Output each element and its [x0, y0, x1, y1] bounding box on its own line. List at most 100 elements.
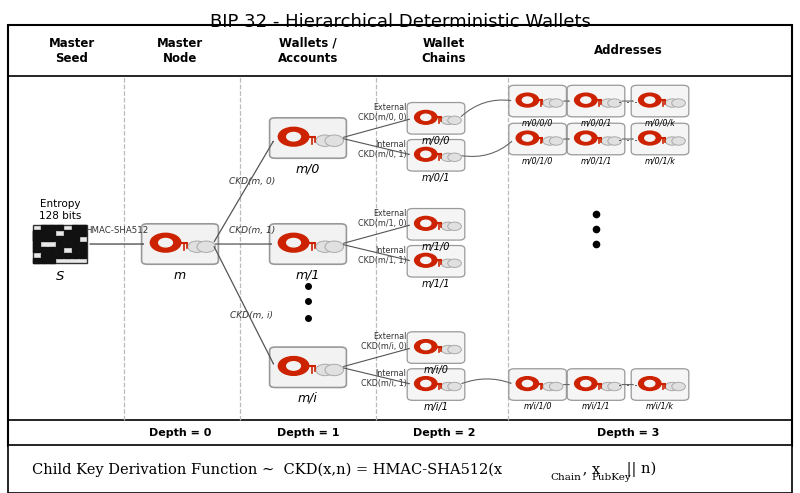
Text: m/0/1/1: m/0/1/1: [580, 156, 612, 165]
Text: Wallets /
Accounts: Wallets / Accounts: [278, 36, 338, 65]
Text: m/0: m/0: [296, 163, 320, 176]
Circle shape: [316, 364, 334, 376]
Text: m/0/1: m/0/1: [422, 173, 450, 182]
Text: || n): || n): [622, 461, 657, 477]
Text: m/i/1/1: m/i/1/1: [582, 402, 610, 411]
Bar: [48, 225, 55, 230]
Circle shape: [316, 135, 334, 146]
Circle shape: [550, 383, 563, 390]
Circle shape: [421, 220, 431, 226]
Circle shape: [421, 344, 431, 350]
Bar: [41, 231, 47, 236]
Circle shape: [581, 381, 591, 387]
Circle shape: [550, 137, 563, 145]
Circle shape: [448, 116, 462, 125]
Circle shape: [278, 233, 309, 252]
Text: m/i/1/k: m/i/1/k: [646, 402, 674, 411]
Text: . . .: . . .: [618, 131, 638, 143]
Circle shape: [581, 97, 591, 103]
Circle shape: [325, 364, 343, 376]
Text: Depth = 1: Depth = 1: [277, 428, 339, 438]
Text: m/0/0/1: m/0/0/1: [580, 118, 612, 127]
Circle shape: [278, 356, 309, 375]
Text: BIP 32 - Hierarchical Deterministic Wallets: BIP 32 - Hierarchical Deterministic Wall…: [210, 13, 590, 31]
Circle shape: [602, 99, 615, 107]
Circle shape: [414, 253, 437, 267]
Text: m: m: [174, 269, 186, 282]
FancyBboxPatch shape: [407, 209, 465, 240]
Circle shape: [638, 93, 661, 107]
FancyBboxPatch shape: [567, 369, 625, 400]
Circle shape: [608, 383, 622, 390]
Circle shape: [638, 131, 661, 145]
Bar: [33, 230, 48, 241]
FancyBboxPatch shape: [270, 347, 346, 387]
Text: , x: , x: [578, 462, 600, 476]
Text: Internal
CKD(m/i, 1): Internal CKD(m/i, 1): [361, 369, 406, 388]
Circle shape: [522, 97, 533, 103]
Circle shape: [442, 153, 455, 162]
Text: S: S: [56, 270, 64, 283]
FancyBboxPatch shape: [407, 246, 465, 277]
Circle shape: [414, 340, 437, 353]
Bar: [33, 247, 40, 252]
Circle shape: [316, 241, 334, 252]
Text: External
CKD(m/i, 0): External CKD(m/i, 0): [361, 332, 406, 352]
Circle shape: [516, 131, 538, 145]
Bar: [33, 258, 40, 263]
Circle shape: [278, 127, 309, 146]
Text: m/0/0/0: m/0/0/0: [522, 118, 554, 127]
Bar: [72, 225, 78, 230]
Text: m/i/0: m/i/0: [423, 365, 449, 375]
Bar: [56, 225, 63, 230]
Circle shape: [325, 241, 343, 252]
FancyBboxPatch shape: [509, 85, 566, 117]
FancyBboxPatch shape: [270, 224, 346, 264]
Bar: [64, 253, 70, 258]
Circle shape: [158, 239, 173, 247]
Circle shape: [448, 383, 462, 390]
Circle shape: [574, 131, 597, 145]
Bar: [72, 247, 78, 252]
Text: m/1/1: m/1/1: [422, 279, 450, 288]
Circle shape: [666, 137, 679, 145]
Text: CKD(m, i): CKD(m, i): [230, 311, 274, 319]
Circle shape: [442, 222, 455, 230]
Bar: [33, 231, 40, 236]
Circle shape: [666, 383, 679, 390]
FancyBboxPatch shape: [631, 85, 689, 117]
Text: m/i/1/0: m/i/1/0: [523, 402, 552, 411]
Text: Internal
CKD(m/1, 1): Internal CKD(m/1, 1): [358, 246, 406, 265]
Text: Wallet
Chains: Wallet Chains: [422, 36, 466, 65]
Text: Depth = 0: Depth = 0: [149, 428, 211, 438]
Circle shape: [645, 381, 655, 387]
Circle shape: [325, 135, 343, 146]
FancyBboxPatch shape: [631, 369, 689, 400]
Bar: [72, 242, 78, 247]
Text: Internal
CKD(m/0, 1): Internal CKD(m/0, 1): [358, 140, 406, 159]
Circle shape: [516, 377, 538, 390]
Circle shape: [608, 99, 622, 107]
Circle shape: [543, 99, 557, 107]
Circle shape: [516, 93, 538, 107]
Bar: [48, 231, 55, 236]
FancyBboxPatch shape: [407, 140, 465, 171]
Circle shape: [543, 383, 557, 390]
Text: PubKey: PubKey: [591, 473, 631, 482]
Circle shape: [421, 114, 431, 120]
Bar: [48, 247, 55, 252]
Bar: [48, 258, 55, 263]
Bar: [79, 247, 86, 252]
Bar: [72, 231, 78, 236]
Circle shape: [448, 259, 462, 268]
Circle shape: [448, 345, 462, 354]
Bar: [79, 253, 86, 258]
Circle shape: [672, 383, 686, 390]
Circle shape: [414, 147, 437, 161]
Bar: [33, 237, 40, 241]
Text: m/0/1/k: m/0/1/k: [645, 156, 675, 165]
Circle shape: [442, 345, 455, 354]
Circle shape: [414, 110, 437, 124]
Circle shape: [581, 135, 591, 141]
FancyBboxPatch shape: [567, 85, 625, 117]
